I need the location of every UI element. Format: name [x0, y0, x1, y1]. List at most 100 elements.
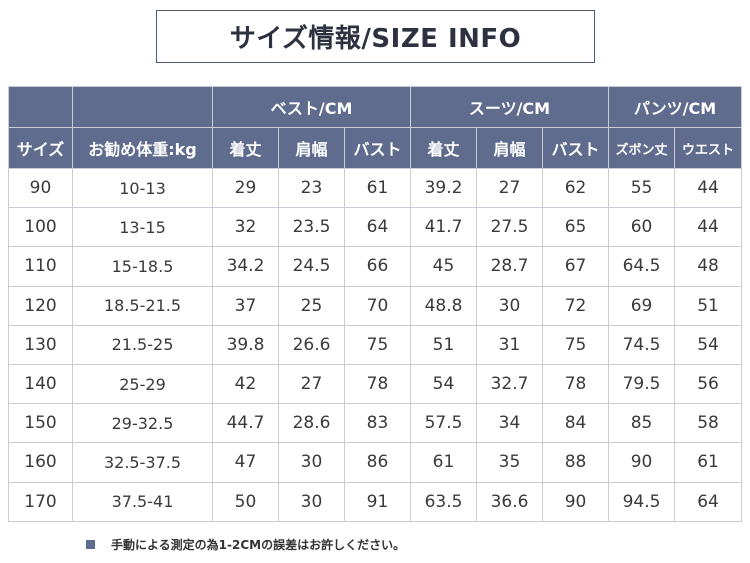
measurement-cell: 41.7	[410, 207, 477, 248]
table-row: 140 25-29 42 27 78 54 32.7 78 79.5 56	[8, 363, 743, 405]
measurement-cell: 62	[541, 167, 610, 209]
column-header-waist: ウエスト	[674, 127, 743, 169]
measurement-cell: 60	[608, 207, 676, 248]
measurement-cell: 84	[541, 403, 610, 444]
table-row: 120 18.5-21.5 37 25 70 48.8 30 72 69 51	[8, 285, 743, 326]
table-row: 150 29-32.5 44.7 28.6 83 57.5 34 84 85 58	[8, 403, 743, 444]
table-row: 100 13-15 32 23.5 64 41.7 27.5 65 60 44	[8, 207, 743, 248]
size-cell: 150	[8, 403, 73, 444]
measurement-cell: 88	[541, 442, 610, 483]
column-header-suit-shoulder: 肩幅	[476, 127, 543, 169]
measurement-cell: 64	[674, 481, 743, 522]
measurement-cell: 54	[410, 363, 477, 405]
measurement-cell: 51	[410, 324, 477, 365]
measurement-cell: 39.8	[212, 324, 279, 365]
size-cell: 100	[8, 207, 73, 248]
table-row: 130 21.5-25 39.8 26.6 75 51 31 75 74.5 54	[8, 324, 743, 365]
measurement-cell: 63.5	[410, 481, 477, 522]
measurement-cell: 61	[410, 442, 477, 483]
measurement-cell: 45	[410, 246, 477, 287]
weight-cell: 15-18.5	[72, 246, 213, 287]
measurement-cell: 30	[278, 481, 345, 522]
measurement-cell: 32	[212, 207, 279, 248]
weight-cell: 29-32.5	[72, 403, 213, 444]
header-group-suit: スーツ/CM	[409, 86, 610, 128]
measurement-cell: 78	[344, 363, 411, 405]
column-header-weight: お勧め体重:kg	[72, 127, 213, 169]
table-body: 90 10-13 29 23 61 39.2 27 62 55 44 100 13-15 32 23.5 6…	[8, 167, 743, 522]
weight-cell: 25-29	[72, 363, 213, 405]
measurement-cell: 90	[608, 442, 676, 483]
measurement-cell: 54	[674, 324, 743, 365]
measurement-cell: 32.7	[476, 363, 543, 405]
bullet-square-icon	[86, 540, 95, 549]
measurement-cell: 69	[608, 285, 676, 326]
measurement-cell: 34	[476, 403, 543, 444]
page-title: サイズ情報/SIZE INFO	[156, 10, 595, 63]
measurement-cell: 57.5	[410, 403, 477, 444]
measurement-cell: 67	[541, 246, 610, 287]
measurement-cell: 94.5	[608, 481, 676, 522]
header-group-vest: ベスト/CM	[212, 86, 411, 128]
weight-cell: 13-15	[72, 207, 213, 248]
measurement-cell: 75	[541, 324, 610, 365]
table-row: 160 32.5-37.5 47 30 86 61 35 88 90 61	[8, 442, 743, 483]
measurement-cell: 44	[674, 207, 743, 248]
header-blank	[72, 86, 213, 128]
measurement-cell: 36.6	[476, 481, 543, 522]
column-header-suit-bust: バスト	[541, 127, 610, 169]
weight-cell: 18.5-21.5	[72, 285, 213, 326]
measurement-cell: 48	[674, 246, 743, 287]
column-header-vest-shoulder: 肩幅	[278, 127, 345, 169]
measurement-cell: 65	[541, 207, 610, 248]
weight-cell: 32.5-37.5	[72, 442, 213, 483]
measurement-cell: 34.2	[212, 246, 279, 287]
measurement-cell: 47	[212, 442, 279, 483]
measurement-cell: 50	[212, 481, 279, 522]
note-text: 手動による測定の為1-2CMの誤差はお許しください。	[111, 538, 406, 552]
measurement-cell: 64	[344, 207, 411, 248]
size-cell: 120	[8, 285, 73, 326]
column-header-vest-length: 着丈	[212, 127, 279, 169]
measurement-cell: 44.7	[212, 403, 279, 444]
measurement-cell: 90	[541, 481, 610, 522]
measurement-cell: 24.5	[278, 246, 345, 287]
weight-cell: 10-13	[72, 167, 213, 209]
measurement-cell: 23.5	[278, 207, 345, 248]
measurement-cell: 55	[608, 167, 676, 209]
size-cell: 160	[8, 442, 73, 483]
table-row: 170 37.5-41 50 30 91 63.5 36.6 90 94.5 64	[8, 481, 743, 522]
page-title-text: サイズ情報/SIZE INFO	[229, 24, 522, 54]
size-cell: 90	[8, 167, 73, 209]
size-cell: 140	[8, 363, 73, 405]
measurement-cell: 56	[674, 363, 743, 405]
measurement-cell: 25	[278, 285, 345, 326]
header-group-row: ベスト/CM スーツ/CM パンツ/CM	[8, 86, 743, 128]
measurement-cell: 74.5	[608, 324, 676, 365]
measurement-cell: 86	[344, 442, 411, 483]
header-group-pants: パンツ/CM	[608, 86, 743, 128]
header-blank	[8, 86, 73, 128]
measurement-cell: 58	[674, 403, 743, 444]
measurement-cell: 85	[608, 403, 676, 444]
measurement-cell: 31	[476, 324, 543, 365]
measurement-cell: 64.5	[608, 246, 676, 287]
measurement-cell: 27	[278, 363, 345, 405]
size-table: ベスト/CM スーツ/CM パンツ/CM サイズ お勧め体重:kg 着丈 肩幅 …	[8, 86, 743, 522]
measurement-cell: 35	[476, 442, 543, 483]
measurement-cell: 61	[344, 167, 411, 209]
table-row: 90 10-13 29 23 61 39.2 27 62 55 44	[8, 167, 743, 209]
measurement-cell: 28.7	[476, 246, 543, 287]
weight-cell: 37.5-41	[72, 481, 213, 522]
measurement-cell: 27.5	[476, 207, 543, 248]
measurement-cell: 44	[674, 167, 743, 209]
measurement-cell: 51	[674, 285, 743, 326]
column-header-suit-length: 着丈	[410, 127, 477, 169]
measurement-cell: 27	[476, 167, 543, 209]
column-header-vest-bust: バスト	[344, 127, 411, 169]
measurement-cell: 26.6	[278, 324, 345, 365]
measurement-cell: 78	[541, 363, 610, 405]
measurement-cell: 61	[674, 442, 743, 483]
weight-cell: 21.5-25	[72, 324, 213, 365]
column-header-size: サイズ	[8, 127, 73, 169]
